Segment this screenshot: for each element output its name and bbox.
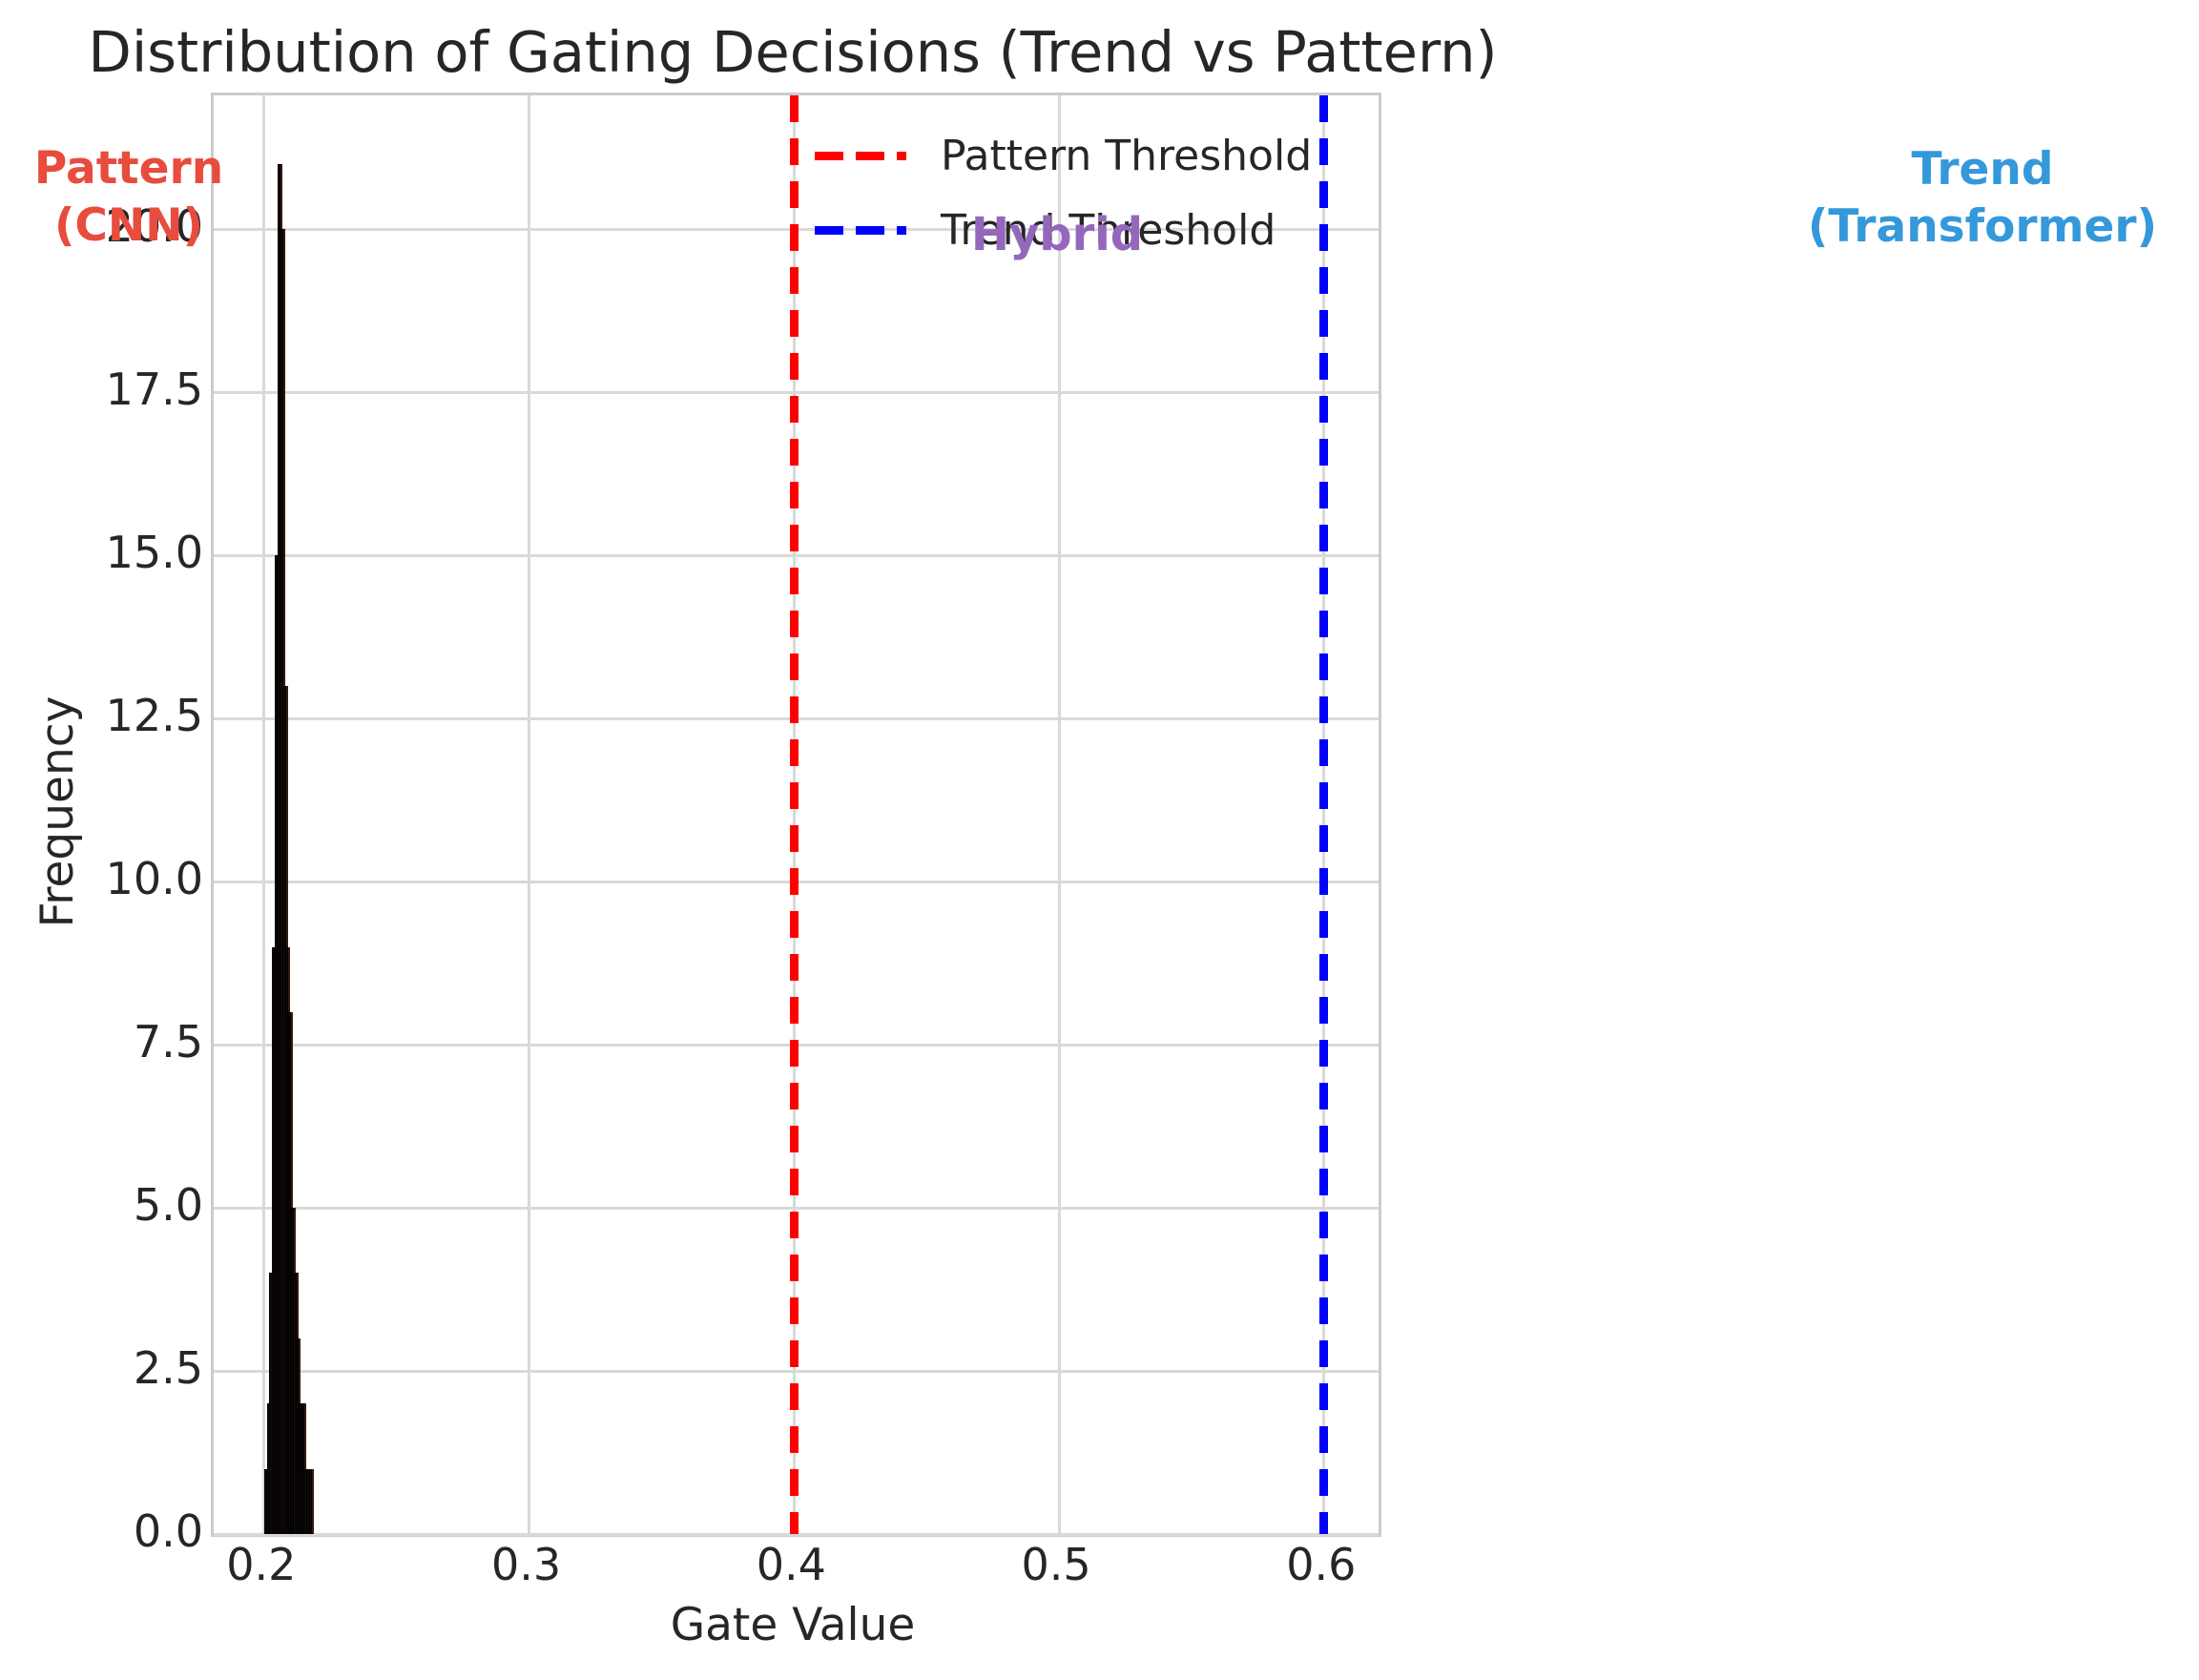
gridline-x (262, 95, 266, 1534)
chart-title: Distribution of Gating Decisions (Trend … (88, 19, 1498, 85)
gridline-x (1057, 95, 1061, 1534)
y-tick-label: 15.0 (105, 527, 203, 579)
dashed-line-swatch-red (815, 151, 906, 160)
legend-label: Pattern Threshold (941, 131, 1313, 180)
x-tick-label: 0.2 (226, 1539, 297, 1590)
y-tick-label: 0.0 (133, 1505, 203, 1557)
y-tick-label: 5.0 (133, 1179, 203, 1232)
hybrid-region-annotation: Hybrid (970, 208, 1144, 261)
y-tick-label: 12.5 (105, 690, 203, 742)
y-tick-label: 10.0 (105, 853, 203, 905)
x-tick-label: 0.3 (490, 1539, 562, 1590)
histogram-bar (308, 1468, 313, 1534)
legend-item-trend-threshold: Trend Threshold (815, 193, 1312, 267)
y-tick-label: 20.0 (105, 200, 203, 253)
pattern-annotation-line2: (CNN) (53, 199, 204, 252)
pattern-region-annotation: Pattern (CNN) (10, 140, 248, 255)
x-axis-label: Gate Value (670, 1599, 916, 1651)
gridline-y (214, 1532, 1379, 1536)
y-tick-label: 17.5 (105, 363, 203, 416)
x-tick-label: 0.5 (1021, 1539, 1091, 1590)
pattern-threshold-line (789, 95, 799, 1534)
y-axis-label: Frequency (31, 695, 84, 928)
x-tick-label: 0.6 (1286, 1539, 1357, 1590)
pattern-annotation-line1: Pattern (33, 142, 224, 195)
trend-annotation-line1: Trend (1911, 143, 2054, 196)
trend-region-annotation: Trend (Transformer) (1734, 141, 2199, 256)
legend: Pattern Threshold Trend Threshold (815, 118, 1312, 267)
legend-item-pattern-threshold: Pattern Threshold (815, 118, 1312, 193)
x-tick-label: 0.4 (756, 1539, 826, 1590)
trend-annotation-line2: (Transformer) (1807, 200, 2158, 253)
y-tick-label: 2.5 (133, 1342, 203, 1395)
plot-area: Pattern Threshold Trend Threshold (211, 93, 1381, 1537)
dashed-line-swatch-blue (815, 225, 906, 235)
gridline-x (528, 95, 531, 1534)
histogram-bar (301, 1403, 305, 1534)
legend-label: Trend Threshold (941, 205, 1276, 255)
trend-threshold-line (1319, 95, 1329, 1534)
y-tick-label: 7.5 (133, 1016, 203, 1068)
